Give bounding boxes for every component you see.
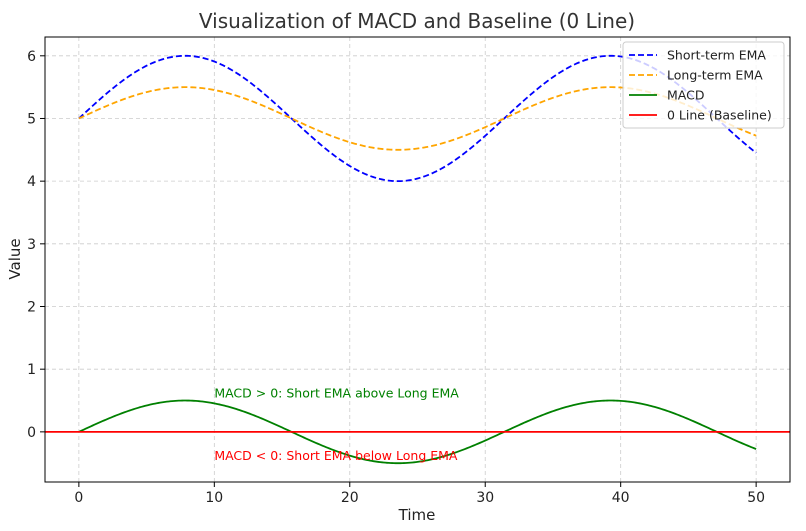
y-tick-label: 5 <box>27 111 36 127</box>
annotation-text: MACD < 0: Short EMA below Long EMA <box>214 448 458 463</box>
annotations: MACD > 0: Short EMA above Long EMA MACD <… <box>214 385 459 463</box>
series-line-macd <box>78 399 757 465</box>
series-line-long-term-ema <box>78 86 757 151</box>
x-axis-label: Time <box>398 506 436 524</box>
x-tick-label: 50 <box>747 490 765 506</box>
chart-title: Visualization of MACD and Baseline (0 Li… <box>199 9 635 33</box>
legend-label: Short-term EMA <box>667 48 766 63</box>
legend-label: MACD <box>667 88 704 103</box>
y-tick-label: 3 <box>27 237 36 253</box>
legend-label: Long-term EMA <box>667 68 763 83</box>
y-tick-label: 1 <box>27 362 36 378</box>
x-tick-label: 10 <box>205 490 223 506</box>
series-layer <box>45 54 790 465</box>
legend: Short-term EMA Long-term EMA MACD 0 Line (B… <box>622 41 785 129</box>
x-tick-label: 30 <box>476 490 494 506</box>
x-tick-label: 20 <box>341 490 359 506</box>
x-tick-label: 0 <box>74 490 83 506</box>
x-tick-label: 40 <box>612 490 630 506</box>
plot-frame <box>44 36 791 483</box>
axis-ticks: 0 10 20 30 40 50 0 1 2 3 4 5 6 <box>27 49 765 506</box>
annotation-text: MACD > 0: Short EMA above Long EMA <box>214 385 459 400</box>
legend-box <box>622 41 785 129</box>
legend-label: 0 Line (Baseline) <box>667 108 772 123</box>
y-tick-label: 0 <box>27 425 36 441</box>
y-axis-label: Value <box>6 238 24 279</box>
y-tick-label: 4 <box>27 174 36 190</box>
y-tick-label: 6 <box>27 49 36 65</box>
series-line-short-term-ema <box>78 54 757 183</box>
y-tick-label: 2 <box>27 300 36 316</box>
